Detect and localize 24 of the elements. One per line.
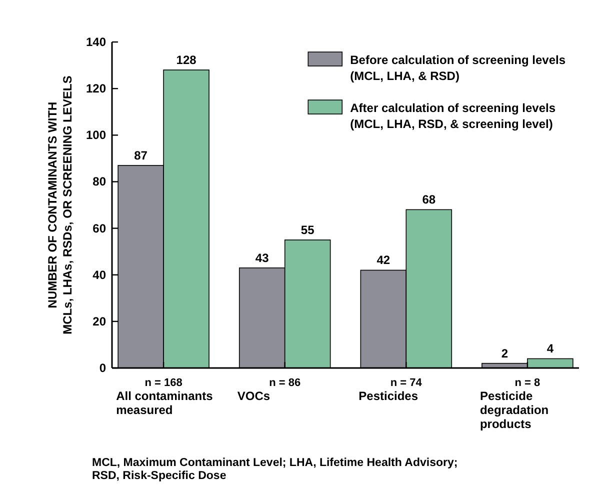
x-tick-label: n = 86 VOCs — [237, 377, 301, 403]
data-label: 43 — [255, 250, 270, 265]
y-tick-label: 120 — [86, 82, 106, 96]
data-label: 68 — [422, 192, 436, 207]
x-tick-label: n = 168 All contaminants measured — [116, 377, 214, 417]
x-tick-label: n = 8 Pesticide degradation products — [480, 377, 549, 431]
x-tick-label: n = 74 Pesticides — [358, 377, 423, 403]
y-tick-label: 60 — [92, 221, 106, 236]
y-tick-label: 40 — [92, 268, 106, 282]
data-label: 42 — [376, 253, 390, 268]
legend-label: Before calculation of screening levels (MCL, LHA, & RSD) — [350, 53, 566, 83]
data-label: 128 — [176, 52, 197, 67]
y-tick-label: 20 — [92, 314, 106, 328]
y-tick-label: 140 — [86, 35, 106, 49]
y-tick-label: 100 — [86, 128, 106, 142]
data-label: 87 — [134, 148, 148, 162]
text: MCL, Maximum Contaminant Level; LHA, Lifetime Health Advisory; RSD, Risk-Specific Dose — [92, 457, 458, 482]
data-label: 55 — [300, 222, 315, 237]
data-label: 2 — [501, 346, 508, 360]
data-label: 4 — [546, 342, 554, 356]
y-axis-title: NUMBER OF CONTAMINANTS WITH MCLs, LHAs, RSDs, OR SCREENING LEVELS — [46, 76, 74, 334]
legend-label: After calculation of screening levels (MCL, LHA, RSD, & screening level) — [350, 101, 556, 131]
y-tick-label: 80 — [92, 174, 106, 189]
y-tick-label: 0 — [99, 361, 106, 375]
